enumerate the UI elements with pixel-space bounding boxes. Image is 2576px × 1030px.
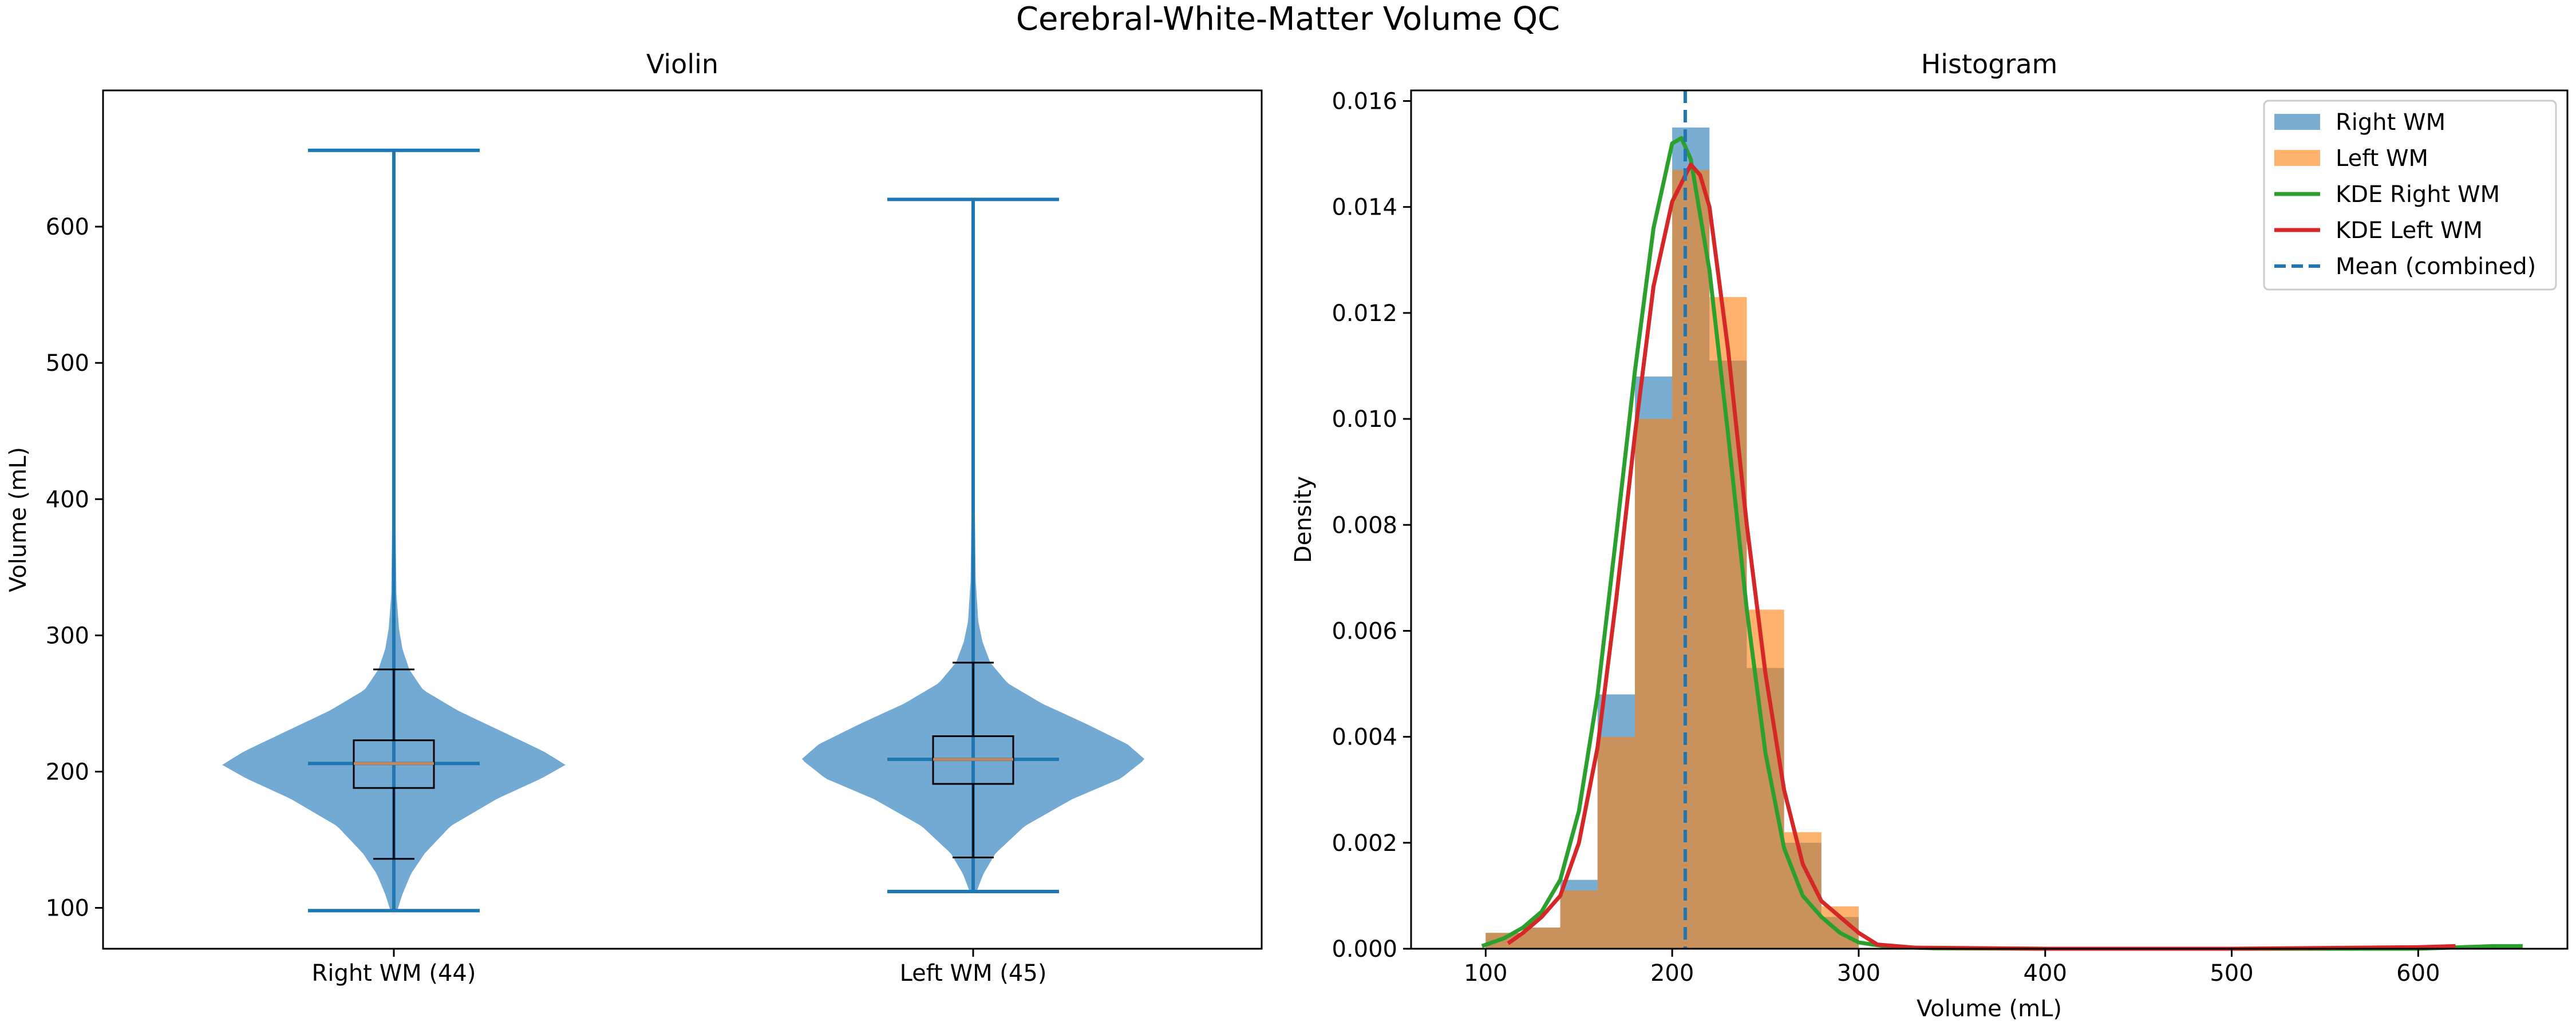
histogram-bar-left-wm (1523, 927, 1560, 949)
legend-swatch (2274, 150, 2320, 166)
histogram-y-tick-label: 0.010 (1332, 406, 1397, 433)
figure-title: Cerebral-White-Matter Volume QC (1016, 1, 1560, 38)
histogram-axes: 100 200 300 400 500 600 0.000 0.002 0.004 0.006 0.… (1332, 89, 2440, 987)
histogram-y-tick-label: 0.008 (1332, 512, 1397, 538)
legend-label: Mean (combined) (2336, 253, 2536, 280)
violin-y-tick-label: 100 (46, 896, 89, 922)
kde-line-left-wm (1507, 163, 2456, 951)
histogram-bar-left-wm (1597, 736, 1635, 949)
histogram-plot-frame (1410, 89, 2569, 950)
violin-axes: 100 200 300 400 500 600 Right WM (44) Left WM (… (46, 214, 1047, 987)
violin-marks (222, 148, 1144, 913)
histogram-marks (1481, 90, 2523, 951)
histogram-x-tick-label: 200 (1650, 960, 1694, 987)
histogram-x-tick-label: 300 (1837, 960, 1880, 987)
legend-box (2263, 100, 2557, 291)
violin-y-axis-label: Volume (mL) (5, 447, 31, 592)
violin-y-tick-label: 500 (46, 350, 89, 377)
histogram-x-tick-label: 100 (1464, 960, 1507, 987)
legend-label: KDE Left WM (2336, 217, 2483, 244)
histogram-x-tick-label: 500 (2210, 960, 2253, 987)
violin-y-tick-label: 400 (46, 486, 89, 513)
histogram-legend: Right WM Left WM KDE Right WM KDE Left WM Me… (2263, 100, 2557, 291)
histogram-y-tick-label: 0.000 (1332, 936, 1397, 962)
violin-x-tick-label: Left WM (45) (900, 960, 1047, 987)
histogram-bar-left-wm (1709, 297, 1747, 949)
histogram-panel: Histogram 100 200 300 400 500 600 0.000 0.002 0.… (1290, 49, 2569, 1022)
histogram-y-tick-label: 0.006 (1332, 618, 1397, 644)
histogram-bar-left-wm (1560, 890, 1598, 949)
legend-swatch (2274, 114, 2320, 130)
histogram-title: Histogram (1921, 49, 2058, 80)
legend-label: Right WM (2336, 109, 2445, 136)
histogram-bar-left-wm (1672, 169, 1710, 949)
histogram-bar-left-wm (1634, 419, 1673, 949)
violin-y-tick-label: 300 (46, 623, 89, 649)
legend-label: KDE Right WM (2336, 181, 2500, 208)
legend-label: Left WM (2336, 145, 2428, 172)
histogram-x-tick-label: 600 (2396, 960, 2440, 987)
histogram-y-tick-label: 0.004 (1332, 724, 1397, 751)
histogram-y-tick-label: 0.002 (1332, 830, 1397, 857)
violin-y-tick-label: 600 (46, 214, 89, 240)
violin-x-tick-label: Right WM (44) (312, 960, 476, 987)
histogram-y-tick-label: 0.014 (1332, 195, 1397, 221)
histogram-y-tick-label: 0.012 (1332, 300, 1397, 327)
violin-plot-frame (102, 89, 1263, 950)
histogram-x-tick-label: 400 (2024, 960, 2067, 987)
violin-title: Violin (646, 49, 718, 80)
histogram-x-axis-label: Volume (mL) (1917, 996, 2062, 1022)
histogram-y-axis-label: Density (1290, 476, 1317, 563)
histogram-y-tick-label: 0.016 (1332, 89, 1397, 115)
violin-panel: Violin 100 200 300 400 500 600 Right WM (44) Le… (5, 49, 1263, 987)
violin-y-tick-label: 200 (46, 759, 89, 785)
